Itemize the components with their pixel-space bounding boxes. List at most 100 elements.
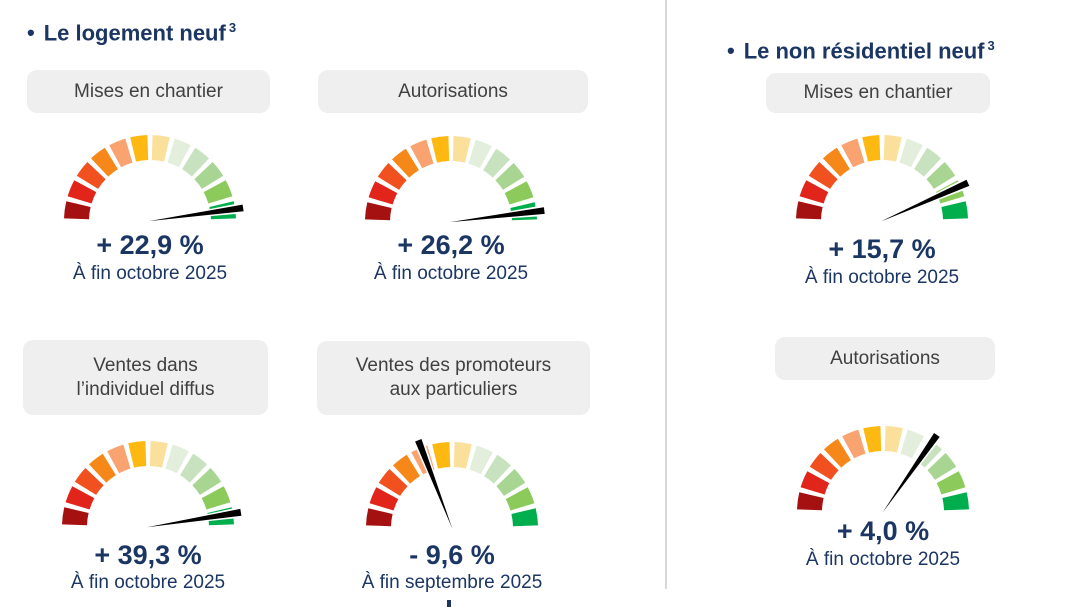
gauge-value: + 22,9 % [96,230,204,260]
gauge-period: À fin octobre 2025 [70,572,226,593]
gauge-segment [393,454,420,484]
gauge-needle [147,508,242,528]
gauge-segment [495,163,525,190]
gauge-segment [453,442,472,469]
gauge-label-text: aux particuliers [389,379,518,400]
gauge-segment [62,507,89,526]
gauge-segment [926,162,956,189]
gauge-segment [936,471,966,495]
gauge-segment [378,469,408,496]
gauge-segment [899,138,923,168]
gauge-segment [841,138,865,168]
gauge-label-text: Autorisations [830,347,940,369]
gauge-segment [65,486,95,510]
gauge-segment [130,135,149,162]
gauge-segment [824,438,851,468]
gauge-segment [74,468,104,495]
gauge-segment [167,138,191,168]
section-divider [665,0,667,589]
gauge-label-pill-ventes-promoteurs: Ventes des promoteurs aux particuliers [317,341,590,415]
gauge-value: + 4,0 % [836,516,930,546]
gauge-segment [203,180,233,204]
gauge-segment [91,147,118,177]
gauge-segment [941,201,968,220]
gauge-segment [883,135,902,162]
gauge-segment [799,180,829,204]
gauge-segment [800,471,830,495]
gauge-segment [884,426,903,453]
gauge-segment [149,441,168,468]
gauge-chart-ventes-individuel-diffus [62,441,245,528]
gauge-needle-outline [447,204,548,223]
gauge-segment [89,453,116,483]
gauge-value: + 15,7 % [828,234,936,264]
gauge-label-pill-ventes-individuel-diffus: Ventes dans l’individuel diffus [23,340,268,415]
gauge-segment [165,444,189,474]
gauge-segment [469,445,493,475]
gauge-chart-mises-en-chantier-nr [796,135,973,223]
gauge-needle-outline [412,435,454,532]
gauge-label-text: Autorisations [398,80,508,102]
gauge-segment [151,135,170,162]
gauge-label-text: Mises en chantier [803,82,953,103]
section-title-non-residentiel: • Le non résidentiel neuf 3 [727,33,995,64]
gauge-segment [369,487,399,511]
gauge-segment [365,202,392,221]
gauge-segment [109,138,133,168]
gauge-segment [128,441,147,468]
gauge-needle [450,207,545,223]
gauge-segment [194,162,224,189]
gauge-segment [368,181,398,205]
gauge-needle [882,433,940,513]
gauge-segment [914,147,941,177]
gauge-period: À fin octobre 2025 [72,263,228,284]
gauge-segment [366,508,393,527]
gauge-segment [823,147,850,177]
gauge-needle-outline [878,176,973,223]
gauge-segment [107,444,131,474]
gauge-chart-autorisations [365,136,548,223]
section-title-logement: • Le logement neuf 3 [27,15,236,46]
gauge-segment [484,454,511,484]
gauge-needle [415,439,453,529]
gauge-segment [504,181,534,205]
gauge-segment [67,180,97,204]
gauge-segment [797,492,824,511]
gauge-segment [900,429,924,459]
gauge-segment [64,201,91,220]
gauge-segment [180,453,207,483]
gauge-label-pill-mises-en-chantier: Mises en chantier [27,70,270,113]
gauge-label-pill-autorisations: Autorisations [318,70,588,113]
gauge-segment [410,139,434,169]
gauge-segment [431,136,450,163]
bullet-icon: • [727,38,735,64]
gauge-segment [808,162,838,189]
gauge-label-text: Ventes des promoteurs [355,355,552,376]
gauge-value: - 9,6 % [409,540,495,570]
gauge-needle [149,204,244,222]
gauge-period: À fin octobre 2025 [804,267,960,288]
gauge-period: À fin septembre 2025 [361,572,543,593]
gauge-segment [483,148,510,178]
gauge-value: + 39,3 % [94,540,202,570]
gauge-label-pill-autorisations-nr: Autorisations [775,337,995,380]
clipped-text-artifact [447,600,451,607]
section-title-text: Le non résidentiel neuf [743,38,985,64]
footnote-marker: 3 [228,20,237,35]
gauge-label-text: Ventes dans [93,354,198,376]
gauge-segment [432,442,451,469]
gauge-segment [927,453,957,480]
gauge-segment [511,508,538,527]
gauge-segment [796,201,823,220]
gauge-segment [201,486,231,510]
gauge-segment [452,136,471,163]
gauge-segment [842,429,866,459]
footnote-marker: 3 [987,38,995,53]
gauge-chart-ventes-promoteurs [366,435,538,532]
bullet-icon: • [27,20,35,46]
gauge-period: À fin octobre 2025 [373,263,529,284]
gauge-segment [76,162,106,189]
gauge-segment [192,468,222,495]
gauge-segment [377,163,407,190]
gauge-label-text: Mises en chantier [74,80,223,102]
